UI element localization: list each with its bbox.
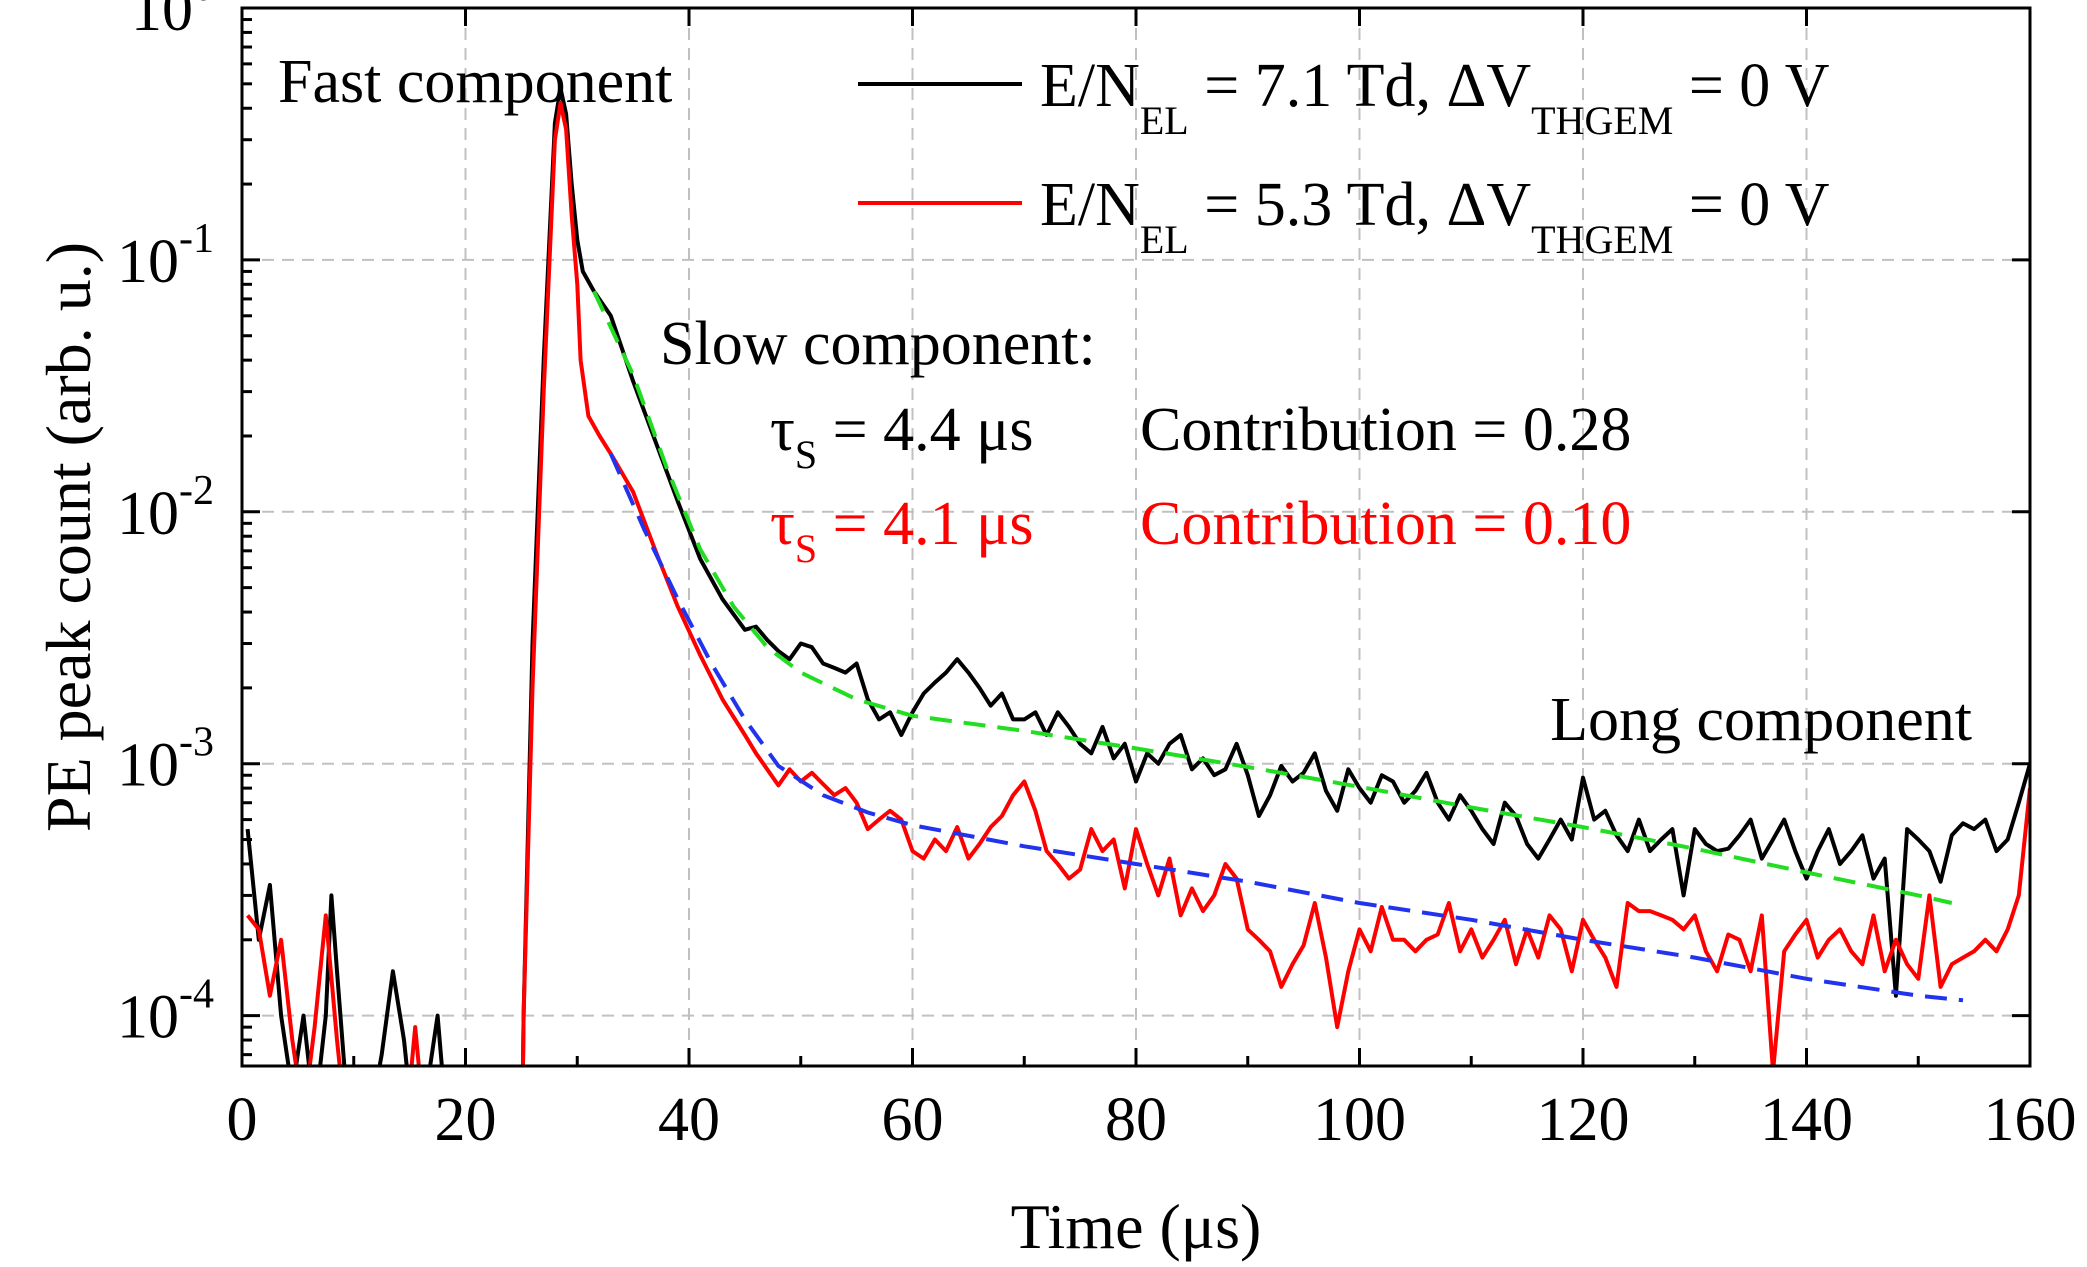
y-tick-label: 10-4 [117, 972, 214, 1052]
axis-ticks [240, 6, 2032, 1066]
x-tick-label: 80 [1105, 1086, 1167, 1154]
y-tick-label: 100 [131, 0, 214, 44]
x-tick-label: 100 [1313, 1086, 1406, 1154]
tau-black-label: τS = 4.4 μs [770, 396, 1034, 477]
legend-label-black: E/NEL = 7.1 Td, ΔVTHGEM = 0 V [1040, 52, 1830, 143]
legend-label-red: E/NEL = 5.3 Td, ΔVTHGEM = 0 V [1040, 171, 1830, 262]
x-tick-label: 40 [658, 1086, 720, 1154]
y-tick-label: 10-1 [117, 216, 214, 296]
grid [242, 8, 2030, 1066]
tau-red-label: τS = 4.1 μs [770, 490, 1034, 571]
x-tick-label: 0 [227, 1086, 258, 1154]
x-tick-label: 60 [882, 1086, 944, 1154]
y-axis-title: PE peak count (arb. u.) [33, 242, 104, 832]
fit-line-1 [608, 452, 1964, 1003]
x-tick-label: 140 [1760, 1086, 1853, 1154]
x-tick-label: 160 [1984, 1086, 2077, 1154]
slow-component-label: Slow component: [660, 310, 1096, 378]
contribution-black-label: Contribution = 0.28 [1140, 396, 1631, 464]
y-tick-label: 10-2 [117, 468, 214, 548]
series-line-1 [246, 100, 2030, 1066]
legend: E/NEL = 7.1 Td, ΔVTHGEM = 0 V E/NEL = 5.… [858, 52, 1830, 262]
contribution-red-label: Contribution = 0.10 [1140, 490, 1631, 558]
x-axis-title: Time (μs) [1011, 1191, 1262, 1262]
series-line-0 [245, 86, 2030, 1066]
fit-curves [592, 290, 1964, 1003]
fast-component-label: Fast component [278, 48, 672, 116]
long-component-label: Long component [1550, 686, 1972, 754]
data-series [245, 86, 2030, 1066]
tick-labels: 0 20 40 60 80 100 120 140 160 100 10-1 10-2 10-3 10-4 [117, 0, 2077, 1154]
x-tick-label: 120 [1537, 1086, 1630, 1154]
fit-line-0 [592, 290, 1953, 905]
y-tick-label: 10-3 [117, 720, 214, 800]
x-tick-label: 20 [435, 1086, 497, 1154]
